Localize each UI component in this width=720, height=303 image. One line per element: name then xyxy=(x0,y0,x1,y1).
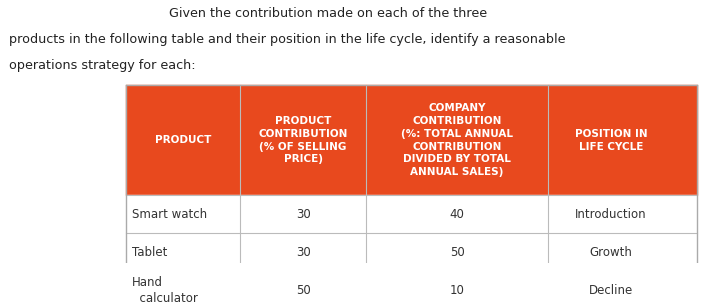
Text: products in the following table and their position in the life cycle, identify a: products in the following table and thei… xyxy=(9,33,565,46)
Text: 50: 50 xyxy=(450,245,464,258)
Text: 30: 30 xyxy=(296,245,310,258)
Text: Introduction: Introduction xyxy=(575,208,647,221)
Text: 50: 50 xyxy=(296,284,310,297)
Text: Tablet: Tablet xyxy=(132,245,167,258)
Text: Given the contribution made on each of the three: Given the contribution made on each of t… xyxy=(9,7,487,20)
Bar xyxy=(126,85,697,195)
Text: PRODUCT
CONTRIBUTION
(% OF SELLING
PRICE): PRODUCT CONTRIBUTION (% OF SELLING PRICE… xyxy=(258,116,348,164)
Text: COMPANY
CONTRIBUTION
(%: TOTAL ANNUAL
CONTRIBUTION
DIVIDED BY TOTAL
ANNUAL SALES: COMPANY CONTRIBUTION (%: TOTAL ANNUAL CO… xyxy=(401,103,513,177)
Text: 30: 30 xyxy=(296,208,310,221)
Bar xyxy=(126,271,697,303)
Bar xyxy=(126,233,697,271)
Text: Smart watch: Smart watch xyxy=(132,208,207,221)
Text: Decline: Decline xyxy=(589,284,634,297)
Text: Growth: Growth xyxy=(590,245,633,258)
Bar xyxy=(126,195,697,233)
Text: PRODUCT: PRODUCT xyxy=(155,135,212,145)
Text: POSITION IN
LIFE CYCLE: POSITION IN LIFE CYCLE xyxy=(575,129,647,152)
Text: Hand
  calculator: Hand calculator xyxy=(132,275,198,303)
Text: 40: 40 xyxy=(450,208,464,221)
Text: operations strategy for each:: operations strategy for each: xyxy=(9,59,195,72)
Text: 10: 10 xyxy=(450,284,464,297)
